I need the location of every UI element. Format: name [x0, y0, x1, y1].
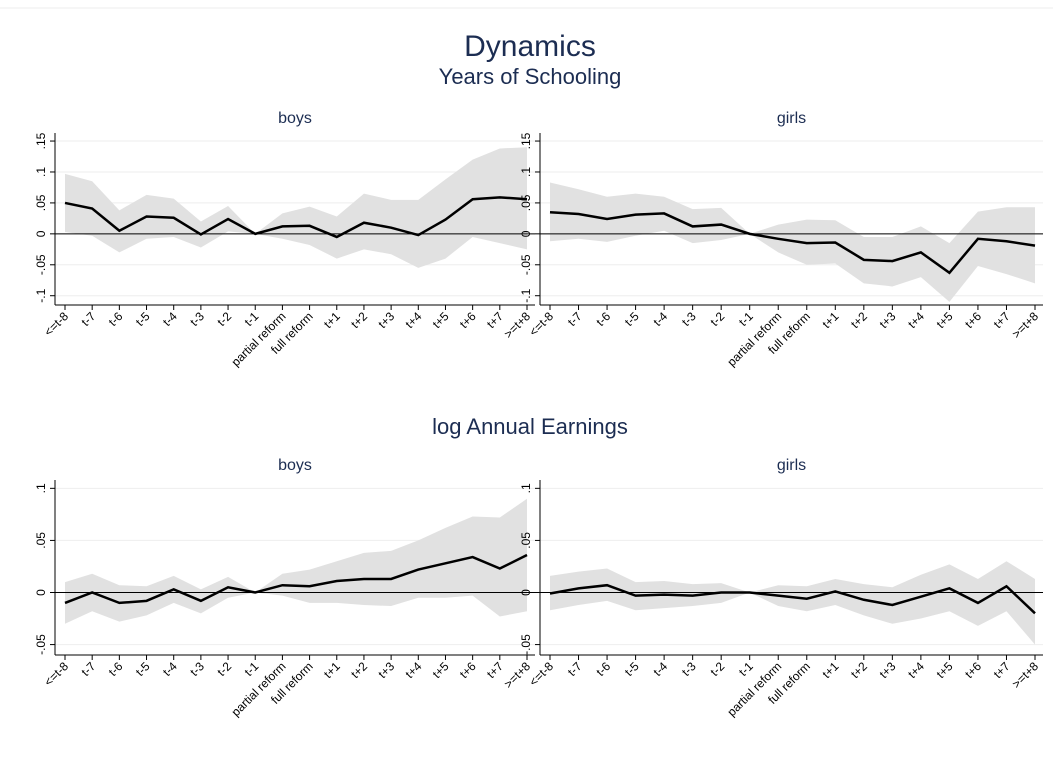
ci-band	[65, 147, 527, 268]
x-tick-label: t-4	[650, 309, 670, 329]
y-tick-label: .1	[34, 483, 48, 493]
x-tick-label: t+6	[962, 659, 984, 681]
x-tick-label: t+1	[321, 309, 343, 331]
x-tick-label: t-2	[707, 309, 727, 329]
y-tick-label: -.05	[519, 634, 533, 655]
y-tick-label: 0	[519, 230, 533, 237]
x-tick-label: t-7	[565, 309, 585, 329]
y-tick-label: .15	[519, 132, 533, 149]
x-tick-label: t+5	[934, 309, 956, 331]
x-tick-label: t+2	[348, 659, 370, 681]
x-tick-label: t-5	[133, 309, 153, 329]
y-tick-label: 0	[34, 589, 48, 596]
x-tick-label: t-6	[593, 659, 613, 679]
x-tick-label: t-6	[593, 309, 613, 329]
x-tick-label: t-4	[160, 309, 180, 329]
x-tick-label: t+7	[484, 659, 506, 681]
y-tick-label: -.1	[34, 288, 48, 302]
panel-title: girls	[777, 457, 806, 474]
x-tick-label: t+5	[430, 659, 452, 681]
x-tick-label: t+3	[375, 309, 397, 331]
estimate-line	[549, 583, 1036, 615]
x-tick-label: t+3	[877, 309, 899, 331]
x-tick-label: t+7	[991, 659, 1013, 681]
x-tick-label: t+2	[848, 659, 870, 681]
row-title: Years of Schooling	[439, 64, 622, 89]
y-tick-label: .05	[519, 532, 533, 549]
x-tick-label: t-3	[679, 309, 699, 329]
x-tick-label: t+7	[484, 309, 506, 331]
y-tick-label: .1	[34, 167, 48, 177]
x-tick-label: t-5	[133, 659, 153, 679]
x-tick-label: >=t+8	[1009, 309, 1041, 341]
x-tick-label: t+3	[877, 659, 899, 681]
x-tick-label: t+4	[905, 309, 927, 331]
x-tick-label: t+4	[402, 309, 424, 331]
x-tick-label: >=t+8	[501, 309, 533, 341]
x-tick-label: t-3	[679, 659, 699, 679]
y-tick-label: .05	[519, 194, 533, 211]
x-tick-label: t+1	[321, 659, 343, 681]
x-tick-label: t+5	[934, 659, 956, 681]
x-tick-label: t+6	[457, 659, 479, 681]
x-tick-label: t-7	[78, 309, 98, 329]
y-tick-label: .1	[519, 167, 533, 177]
row-title: log Annual Earnings	[432, 414, 628, 439]
x-tick-label: t-5	[622, 309, 642, 329]
x-tick-label: t+5	[430, 309, 452, 331]
x-tick-label: t-2	[707, 659, 727, 679]
x-tick-label: t-7	[78, 659, 98, 679]
x-tick-label: t-1	[736, 659, 756, 679]
x-tick-label: t-1	[736, 309, 756, 329]
y-tick-label: 0	[519, 589, 533, 596]
y-tick-label: -.05	[34, 254, 48, 275]
x-tick-label: t-3	[187, 659, 207, 679]
x-tick-label: t-2	[214, 309, 234, 329]
x-tick-label: t-1	[242, 309, 262, 329]
x-tick-label: <=t-8	[526, 659, 556, 689]
y-tick-label: -.1	[519, 288, 533, 302]
x-tick-label: t+3	[375, 659, 397, 681]
estimate-line	[549, 210, 1036, 275]
x-tick-label: t+1	[819, 309, 841, 331]
x-tick-label: t-4	[160, 659, 180, 679]
y-tick-label: -.05	[519, 254, 533, 275]
x-tick-label: t-3	[187, 309, 207, 329]
x-tick-label: t+6	[457, 309, 479, 331]
x-tick-label: <=t-8	[41, 659, 71, 689]
x-tick-label: >=t+8	[501, 659, 533, 691]
x-tick-label: >=t+8	[1009, 659, 1041, 691]
x-tick-label: t-4	[650, 659, 670, 679]
y-tick-label: .05	[34, 194, 48, 211]
x-tick-label: t+6	[962, 309, 984, 331]
x-tick-label: t-1	[242, 659, 262, 679]
panel-title: girls	[777, 110, 806, 127]
x-tick-label: t-7	[565, 659, 585, 679]
y-tick-label: .05	[34, 532, 48, 549]
x-tick-label: t+7	[991, 309, 1013, 331]
x-tick-label: t-6	[106, 309, 126, 329]
y-tick-label: 0	[34, 230, 48, 237]
y-tick-label: .1	[519, 483, 533, 493]
x-tick-label: t-2	[214, 659, 234, 679]
x-tick-label: <=t-8	[526, 309, 556, 339]
x-tick-label: t+1	[819, 659, 841, 681]
estimate-line	[64, 196, 528, 239]
panel-title: boys	[278, 457, 312, 474]
estimate-line	[64, 553, 528, 605]
x-tick-label: t-5	[622, 659, 642, 679]
x-tick-label: t+2	[848, 309, 870, 331]
panel-title: boys	[278, 110, 312, 127]
main-title: Dynamics	[464, 30, 596, 63]
x-tick-label: t-6	[106, 659, 126, 679]
x-tick-label: t+2	[348, 309, 370, 331]
x-tick-label: <=t-8	[41, 309, 71, 339]
y-tick-label: .15	[34, 132, 48, 149]
ci-band	[550, 561, 1035, 645]
y-tick-label: -.05	[34, 634, 48, 655]
x-tick-label: t+4	[402, 659, 424, 681]
x-tick-label: t+4	[905, 659, 927, 681]
